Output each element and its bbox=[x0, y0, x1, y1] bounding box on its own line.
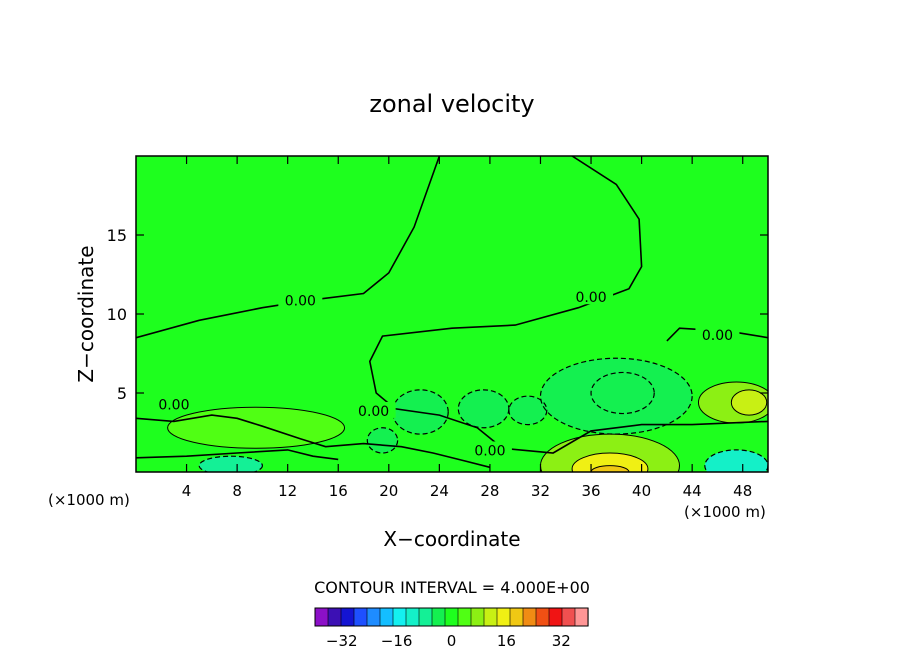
x-axis-label: X−coordinate bbox=[383, 527, 520, 551]
colorbar-swatch bbox=[561, 607, 576, 627]
colorbar-swatch bbox=[379, 607, 394, 627]
colorbar-swatch bbox=[548, 607, 563, 627]
negative-contour-region bbox=[367, 427, 398, 454]
colorbar-swatch bbox=[483, 607, 498, 627]
negative-contour-line bbox=[198, 455, 263, 472]
negative-contour-line bbox=[366, 427, 399, 454]
x-tick-label: 4 bbox=[182, 482, 192, 500]
contour-label-bg bbox=[278, 291, 323, 308]
colorbar-swatch bbox=[327, 607, 342, 627]
colorbar-swatch bbox=[496, 607, 511, 627]
positive-contour-line bbox=[730, 389, 768, 416]
contour-interval-text: CONTOUR INTERVAL = 4.000E+00 bbox=[314, 578, 590, 597]
negative-contour-region bbox=[704, 449, 768, 472]
positive-contour-region bbox=[731, 389, 767, 416]
chart-title: zonal velocity bbox=[369, 90, 534, 118]
x-unit-label-right: (×1000 m) bbox=[684, 503, 766, 521]
contour-label-bg bbox=[467, 441, 512, 458]
colorbar-swatch bbox=[457, 607, 472, 627]
negative-contour-line bbox=[391, 389, 449, 435]
colorbar-swatch bbox=[574, 607, 589, 627]
x-tick-label: 8 bbox=[232, 482, 242, 500]
contour-label-bg bbox=[569, 288, 614, 305]
positive-contour-line bbox=[571, 452, 649, 472]
colorbar-tick-label: 16 bbox=[497, 632, 516, 650]
colorbar-swatch bbox=[340, 607, 355, 627]
x-tick-label: 40 bbox=[632, 482, 651, 500]
negative-contour-line bbox=[457, 389, 510, 429]
negative-contour-region bbox=[540, 358, 693, 435]
negative-contour-line bbox=[508, 395, 548, 426]
colorbar-swatch bbox=[392, 607, 407, 627]
colorbar-swatch bbox=[535, 607, 550, 627]
contour-label-bg bbox=[351, 401, 396, 418]
colorbar-swatch bbox=[353, 607, 368, 627]
x-tick-label: 28 bbox=[480, 482, 499, 500]
zero-contour-line bbox=[368, 156, 768, 454]
colorbar-swatch bbox=[314, 607, 329, 627]
zero-contour-label: 0.00 bbox=[158, 398, 189, 414]
zero-contour-label: 0.00 bbox=[474, 443, 505, 459]
negative-contour-region bbox=[508, 396, 547, 425]
y-tick-label: 15 bbox=[107, 226, 127, 245]
zero-contour-label: 0.00 bbox=[358, 404, 389, 420]
zero-contour-line bbox=[136, 156, 441, 339]
negative-contour-region bbox=[199, 456, 263, 472]
negative-contour-line bbox=[704, 449, 768, 472]
colorbar-swatch bbox=[444, 607, 459, 627]
colorbar-swatch bbox=[470, 607, 485, 627]
contour-label-bg bbox=[695, 326, 740, 343]
x-tick-label: 12 bbox=[278, 482, 297, 500]
zero-contour-line bbox=[136, 414, 491, 469]
x-tick-label: 36 bbox=[581, 482, 600, 500]
x-tick-label: 32 bbox=[531, 482, 550, 500]
colorbar-frame bbox=[314, 607, 589, 627]
y-axis-label: Z−coordinate bbox=[74, 245, 98, 382]
positive-contour-region bbox=[591, 465, 629, 472]
contour-field bbox=[136, 156, 768, 472]
colorbar-swatch bbox=[522, 607, 537, 627]
colorbar-swatch bbox=[418, 607, 433, 627]
colorbar-tick-label: 32 bbox=[552, 632, 571, 650]
colorbar-swatch bbox=[509, 607, 524, 627]
x-tick-label: 44 bbox=[683, 482, 702, 500]
zero-contour-line bbox=[136, 449, 339, 461]
colorbar-tick-label: −16 bbox=[381, 632, 413, 650]
contour-label-bg bbox=[151, 395, 196, 412]
x-tick-label: 16 bbox=[329, 482, 348, 500]
colorbar-swatch bbox=[431, 607, 446, 627]
colorbar: −32 −16 0 16 32 bbox=[314, 607, 589, 650]
y-axis-ticks: 5 10 15 bbox=[107, 226, 768, 403]
zero-contour-label: 0.00 bbox=[285, 293, 316, 309]
positive-contour-line bbox=[167, 406, 346, 449]
x-unit-label-left: (×1000 m) bbox=[48, 491, 130, 509]
y-tick-label: 5 bbox=[117, 384, 127, 403]
zero-contour-label: 0.00 bbox=[702, 328, 733, 344]
negative-contour-line bbox=[590, 371, 655, 415]
y-tick-label: 10 bbox=[107, 305, 127, 324]
colorbar-tick-label: 0 bbox=[447, 632, 457, 650]
negative-contour-region bbox=[458, 389, 509, 428]
zero-contour-label: 0.00 bbox=[575, 290, 606, 306]
x-tick-label: 48 bbox=[733, 482, 752, 500]
colorbar-swatch bbox=[405, 607, 420, 627]
colorbar-swatch bbox=[366, 607, 381, 627]
x-tick-label: 20 bbox=[379, 482, 398, 500]
x-axis-ticks: 4 8 12 16 20 24 28 32 36 40 44 48 bbox=[182, 156, 752, 500]
x-tick-label: 24 bbox=[430, 482, 449, 500]
colorbar-tick-label: −32 bbox=[326, 632, 358, 650]
